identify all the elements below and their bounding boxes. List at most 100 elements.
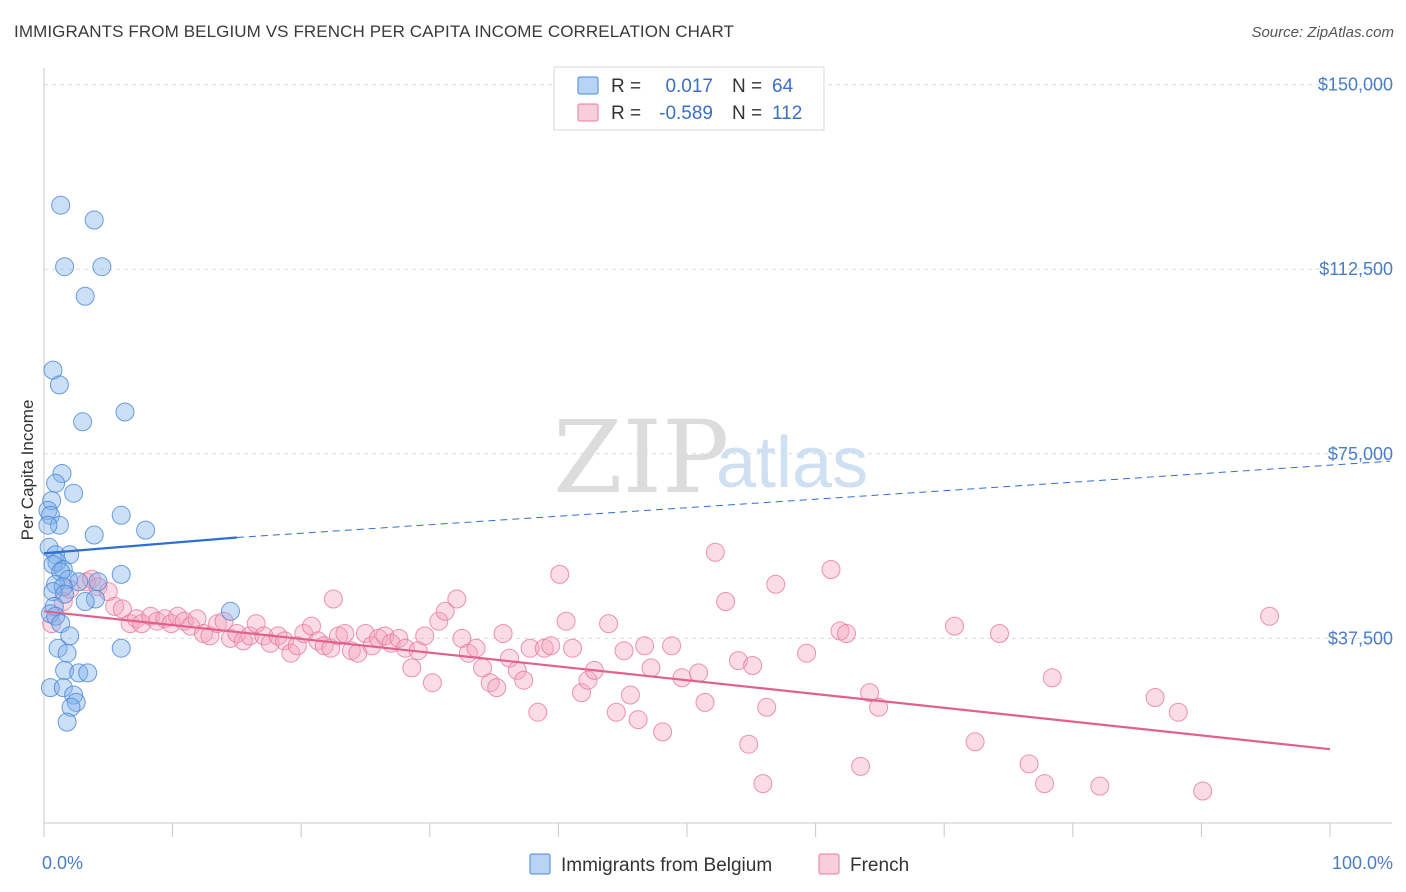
- point-french: [766, 574, 786, 594]
- legend-bottom: Immigrants from Belgium French: [529, 853, 909, 876]
- point-belgium: [69, 572, 89, 592]
- point-french: [628, 710, 648, 730]
- point-french: [246, 614, 266, 634]
- y-tick-label: $112,500: [1319, 259, 1393, 279]
- point-french: [480, 673, 500, 693]
- x-tick-label: 0.0%: [42, 853, 83, 873]
- point-belgium: [64, 483, 84, 503]
- point-belgium: [43, 555, 63, 575]
- point-french: [323, 589, 343, 609]
- point-french: [620, 685, 640, 705]
- point-french: [860, 683, 880, 703]
- point-belgium: [75, 592, 95, 611]
- point-belgium: [49, 515, 69, 535]
- point-french: [429, 611, 449, 631]
- point-french: [705, 542, 725, 562]
- point-french: [945, 616, 964, 636]
- point-french: [335, 624, 355, 643]
- legend-n-label-belgium: N =: [732, 76, 762, 97]
- point-french: [520, 638, 540, 658]
- point-belgium: [111, 564, 131, 584]
- point-french: [606, 702, 626, 722]
- point-french: [753, 774, 773, 794]
- point-french: [435, 601, 455, 621]
- point-french: [375, 626, 395, 646]
- point-french: [447, 589, 467, 609]
- legend-swatch-french: [577, 103, 599, 122]
- point-belgium: [51, 195, 71, 215]
- point-belgium: [115, 402, 135, 422]
- point-belgium: [53, 560, 73, 579]
- point-french: [728, 651, 748, 671]
- point-french: [541, 636, 561, 656]
- point-belgium: [75, 286, 95, 306]
- legend-swatch-belgium: [577, 76, 599, 95]
- point-french: [851, 756, 871, 776]
- watermark: ZIP atlas: [553, 399, 868, 516]
- point-belgium: [111, 638, 131, 658]
- trend-line-french: [43, 610, 1331, 751]
- point-french: [965, 732, 985, 752]
- point-belgium: [55, 257, 75, 277]
- trend-line-belgium-projection: [236, 460, 1391, 538]
- point-belgium: [57, 643, 77, 663]
- point-belgium: [64, 685, 84, 705]
- point-belgium: [53, 678, 73, 698]
- point-belgium: [53, 577, 73, 597]
- point-belgium: [49, 375, 69, 395]
- point-french: [641, 658, 661, 678]
- y-axis-title: Per Capita Income: [18, 400, 37, 541]
- point-french: [281, 643, 301, 663]
- point-french: [614, 641, 634, 661]
- y-tick-label: $37,500: [1328, 628, 1393, 648]
- chart-source: Source: ZipAtlas.com: [1251, 24, 1394, 41]
- point-french: [1035, 774, 1054, 794]
- point-french: [743, 656, 763, 675]
- point-french: [422, 673, 442, 693]
- point-french: [739, 734, 759, 754]
- point-french: [635, 636, 655, 656]
- legend-bottom-swatch-belgium: [529, 853, 551, 875]
- point-belgium: [48, 638, 68, 658]
- point-french: [287, 636, 307, 656]
- point-french: [356, 624, 375, 643]
- point-french: [578, 670, 598, 690]
- point-belgium: [84, 210, 104, 230]
- point-french: [821, 560, 841, 579]
- chart-title: IMMIGRANTS FROM BELGIUM VS FRENCH PER CA…: [14, 22, 735, 41]
- point-french: [869, 697, 889, 717]
- legend-n-value-belgium: 64: [772, 76, 794, 97]
- point-belgium: [46, 473, 66, 493]
- point-belgium: [61, 697, 81, 717]
- trend-lines: [43, 536, 1331, 751]
- legend-bottom-swatch-french: [818, 853, 840, 875]
- point-french: [389, 628, 409, 648]
- legend-r-value-french: -0.589: [659, 103, 713, 124]
- point-french: [260, 633, 280, 653]
- legend-top: R = 0.017 N = 64 R = -0.589 N = 112: [553, 66, 825, 131]
- trend-line-belgium: [43, 536, 237, 555]
- point-belgium: [55, 660, 75, 680]
- legend-r-label-french: R =: [611, 103, 641, 124]
- point-french: [240, 626, 260, 646]
- point-french: [572, 683, 591, 703]
- point-french: [1193, 781, 1213, 801]
- point-french: [672, 668, 692, 688]
- point-french: [528, 702, 548, 722]
- point-french: [599, 614, 619, 634]
- point-belgium: [221, 601, 240, 621]
- point-french: [689, 663, 709, 683]
- point-belgium: [88, 572, 108, 592]
- point-french: [556, 611, 576, 631]
- point-french: [837, 624, 856, 643]
- point-belgium: [136, 520, 156, 540]
- point-belgium: [40, 678, 60, 698]
- axes: [43, 68, 1392, 837]
- point-french: [147, 611, 167, 631]
- legend-box: [553, 66, 825, 131]
- point-belgium: [73, 412, 93, 432]
- trend-lines-dashed: [236, 460, 1391, 538]
- y-tick-label: $150,000: [1318, 75, 1393, 95]
- legend-n-value-french: 112: [772, 103, 802, 124]
- point-french: [757, 697, 777, 717]
